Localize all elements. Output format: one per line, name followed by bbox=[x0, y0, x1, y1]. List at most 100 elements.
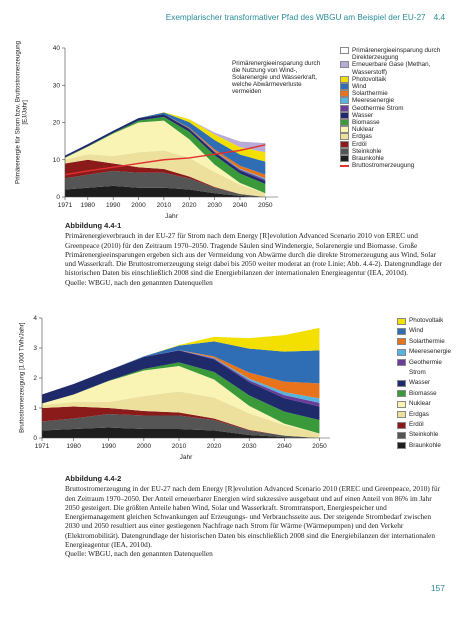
x-tick-label: 1990 bbox=[106, 202, 121, 209]
y-tick-label: 0 bbox=[33, 435, 37, 442]
legend-swatch bbox=[397, 421, 406, 429]
area bbox=[65, 114, 266, 184]
legend-swatch bbox=[397, 431, 406, 439]
legend-label: Photovoltaik bbox=[352, 75, 387, 83]
legend-item: Braunkohle bbox=[340, 155, 454, 163]
legend-item: Nuklear bbox=[340, 126, 454, 134]
header-section: 4.4 bbox=[433, 13, 445, 22]
legend-item: Biomasse bbox=[397, 389, 455, 399]
y-tick-label: 3 bbox=[33, 345, 37, 352]
x-tick-label: 2000 bbox=[131, 202, 146, 209]
legend-label: Geothermie Strom bbox=[409, 358, 442, 377]
legend-label: Steinkohle bbox=[409, 431, 439, 439]
legend-swatch bbox=[397, 327, 406, 335]
x-tick-label: 2040 bbox=[277, 443, 292, 450]
legend-item: Geothermie Strom bbox=[397, 358, 455, 379]
legend-swatch bbox=[340, 47, 349, 54]
legend-label: Meeresenergie bbox=[352, 97, 395, 105]
x-tick-label: 2010 bbox=[172, 443, 187, 450]
caption-label: Abbildung 4.4-1 bbox=[65, 221, 122, 230]
x-tick-label: 2000 bbox=[137, 443, 152, 450]
legend-item: Erneuerbare Gase (Methan, Wasserstoff) bbox=[340, 61, 454, 76]
legend-item: Steinkohle bbox=[340, 147, 454, 155]
legend-item: Nuklear bbox=[397, 399, 455, 409]
legend-item: Meeresenergie bbox=[340, 97, 454, 105]
area bbox=[65, 150, 266, 197]
legend-item: Erdgas bbox=[397, 410, 455, 420]
legend-item: Steinkohle bbox=[397, 430, 455, 440]
caption-source: Quelle: WBGU, nach den genannten Datenqu… bbox=[65, 277, 213, 287]
legend-label: Photovoltaik bbox=[409, 317, 444, 324]
legend-swatch bbox=[340, 126, 349, 134]
running-header: Exemplarischer transformativer Pfad des … bbox=[166, 13, 445, 22]
x-axis-title: Jahr bbox=[165, 213, 178, 220]
legend-swatch bbox=[397, 338, 406, 346]
legend-swatch bbox=[340, 147, 349, 155]
legend-label: Wind bbox=[409, 327, 424, 335]
page-number: 157 bbox=[430, 583, 445, 593]
y-tick-label: 4 bbox=[33, 315, 37, 322]
legend-swatch bbox=[397, 411, 406, 419]
legend-label: Biomasse bbox=[352, 119, 380, 127]
legend-item: Braunkohle bbox=[397, 441, 455, 451]
legend-item: Photovoltaik bbox=[397, 316, 455, 326]
area bbox=[42, 350, 320, 420]
legend-swatch bbox=[340, 97, 349, 105]
x-tick-label: 1990 bbox=[101, 443, 116, 450]
y-tick-label: 40 bbox=[53, 45, 61, 52]
legend-item: Geothermie Strom bbox=[340, 104, 454, 112]
x-tick-label: 1971 bbox=[35, 443, 50, 450]
legend-swatch bbox=[397, 359, 406, 367]
y-axis-title: Primärenergie für Strom bzw. Bruttostrom… bbox=[14, 40, 29, 184]
legend-swatch bbox=[340, 155, 349, 163]
legend-label: Wasser bbox=[409, 379, 431, 387]
legend-line bbox=[340, 165, 349, 167]
legend-label: Biomasse bbox=[409, 389, 437, 397]
y-tick-label: 1 bbox=[33, 405, 37, 412]
legend-label: Braunkohle bbox=[409, 441, 441, 449]
x-tick-label: 2020 bbox=[207, 443, 222, 450]
legend-swatch bbox=[340, 119, 349, 127]
legend-item: Photovoltaik bbox=[340, 75, 454, 83]
legend-label: Steinkohle bbox=[352, 147, 382, 155]
caption: Abbildung 4.4-2 Bruttostromerzeugung in … bbox=[65, 474, 445, 559]
line bbox=[64, 144, 266, 176]
chart: 0 1 2 3 4 1971 1980 1990 2000 2010 2020 2030 2040 205… bbox=[33, 315, 330, 461]
x-tick-label: 1971 bbox=[58, 202, 73, 209]
legend-item: Bruttostromerzeugung bbox=[340, 162, 454, 169]
legend-item: Wasser bbox=[340, 111, 454, 119]
legend-swatch bbox=[340, 83, 349, 91]
x-tick-label: 1980 bbox=[81, 202, 96, 209]
legend: Primärenergieeinsparung durch Direkterze… bbox=[340, 47, 454, 169]
y-tick-label: 20 bbox=[53, 120, 61, 127]
x-tick-label: 2020 bbox=[182, 202, 197, 209]
area bbox=[42, 427, 320, 438]
caption-text: Primärenergieverbrauch in der EU-27 für … bbox=[65, 231, 442, 278]
area bbox=[65, 120, 266, 194]
area bbox=[42, 362, 320, 434]
legend-label: Erdgas bbox=[409, 410, 429, 418]
area bbox=[65, 159, 266, 197]
caption-text: Bruttostromerzeugung in der EU-27 nach d… bbox=[65, 484, 441, 550]
legend-swatch bbox=[340, 90, 349, 98]
x-tick-label: 1980 bbox=[66, 443, 81, 450]
legend-swatch bbox=[397, 390, 406, 398]
area bbox=[42, 414, 320, 438]
x-tick-label: 2050 bbox=[258, 202, 273, 209]
legend-item: Wind bbox=[397, 326, 455, 336]
legend-swatch bbox=[397, 400, 406, 408]
legend-item: Meeresenergie bbox=[397, 347, 455, 357]
area bbox=[65, 61, 266, 156]
area bbox=[42, 341, 320, 395]
legend-item: Wasser bbox=[397, 378, 455, 388]
legend-label: Nuklear bbox=[409, 400, 431, 408]
legend-swatch bbox=[397, 317, 406, 325]
legend-label: Erdöl bbox=[352, 140, 367, 148]
x-tick-label: 2030 bbox=[207, 202, 222, 209]
x-axis-title: Jahr bbox=[180, 454, 193, 461]
legend-swatch bbox=[397, 442, 406, 450]
legend-label: Solarthermie bbox=[409, 337, 445, 345]
legend-label: Erdöl bbox=[409, 421, 424, 429]
